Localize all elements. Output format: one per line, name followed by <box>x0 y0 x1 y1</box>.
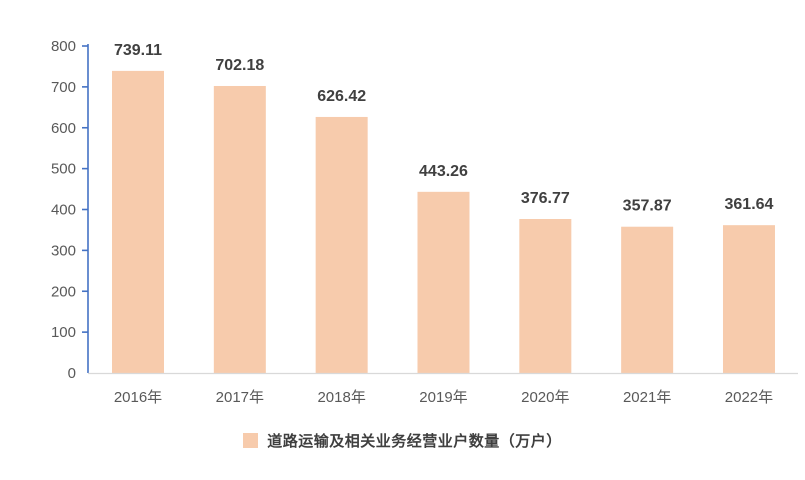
y-tick-label: 500 <box>51 161 76 178</box>
value-label: 739.11 <box>114 42 162 59</box>
x-category-label: 2022年 <box>725 389 773 406</box>
bar-2018年 <box>315 116 368 373</box>
bar-2017年 <box>213 85 266 374</box>
y-tick-label: 400 <box>51 202 76 219</box>
y-tick-label: 300 <box>51 242 76 259</box>
y-tick-label: 600 <box>51 120 76 137</box>
value-label: 626.42 <box>317 88 366 105</box>
value-label: 702.18 <box>215 57 264 74</box>
bar-2022年 <box>722 225 775 373</box>
legend-swatch <box>243 432 259 448</box>
bar-2019年 <box>417 191 470 373</box>
x-category-label: 2020年 <box>521 389 569 406</box>
legend-label: 道路运输及相关业务经营业户数量（万户） <box>267 432 562 450</box>
value-label: 357.87 <box>623 198 672 215</box>
bar-2021年 <box>621 226 674 373</box>
x-category-label: 2018年 <box>317 389 365 406</box>
y-tick-label: 800 <box>51 38 76 55</box>
y-tick-label: 0 <box>68 365 76 382</box>
y-tick-label: 700 <box>51 79 76 96</box>
value-label: 376.77 <box>521 190 570 207</box>
x-category-label: 2019年 <box>419 389 467 406</box>
bar-2016年 <box>112 70 164 373</box>
x-category-label: 2016年 <box>114 389 162 406</box>
legend: 道路运输及相关业务经营业户数量（万户） <box>0 429 805 451</box>
value-label: 361.64 <box>725 196 774 213</box>
y-tick-label: 100 <box>51 324 76 341</box>
x-category-label: 2021年 <box>623 389 671 406</box>
x-category-label: 2017年 <box>216 389 264 406</box>
value-label: 443.26 <box>419 163 468 180</box>
y-tick-label: 200 <box>51 283 76 300</box>
bar-2020年 <box>519 218 572 373</box>
